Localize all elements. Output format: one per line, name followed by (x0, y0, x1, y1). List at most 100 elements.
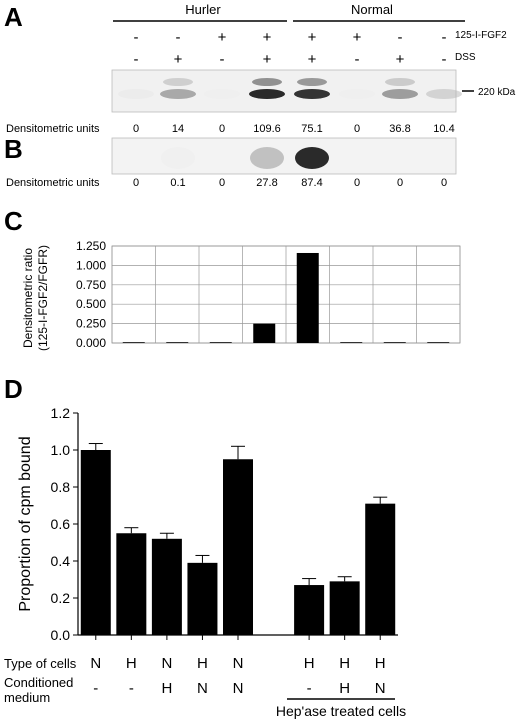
densitometric-value-a: 0 (133, 123, 139, 135)
chart-d-group-label: Hep'ase treated cells (276, 703, 406, 719)
chart-d-ytick: 1.0 (51, 442, 71, 458)
chart-c-ytick: 0.750 (76, 278, 106, 292)
densitometric-label-b: Densitometric units (6, 177, 100, 189)
densitometric-value-a: 10.4 (433, 123, 454, 135)
chart-d: 0.00.20.40.60.81.01.2N-H-NHHNNNH-HHHNPro… (4, 405, 406, 719)
chart-d-medium: H (161, 680, 172, 697)
blot-a-band (382, 89, 418, 99)
chart-d-cell-type: H (304, 655, 315, 672)
chart-c-bar (296, 252, 319, 343)
densitometric-value-a: 109.6 (253, 123, 281, 135)
chart-d-row2-label-line2: medium (4, 690, 50, 705)
blot-a-band (339, 89, 375, 99)
dss-treatment-row: - + - + + - + - (134, 51, 447, 68)
chart-d-bar (223, 459, 253, 635)
blot-a-band (118, 89, 154, 99)
chart-d-bar (151, 538, 182, 635)
fgf2-sign: + (263, 29, 272, 46)
chart-c-ytick: 1.000 (76, 258, 106, 272)
densitometric-value-a: 14 (172, 123, 184, 135)
blot-a-band (294, 89, 330, 99)
blot-a-band-smear (297, 78, 327, 86)
chart-d-medium: - (93, 680, 98, 697)
densitometric-value-b: 27.8 (256, 177, 277, 189)
chart-c-bar (427, 342, 450, 343)
fgf2-row-label: 125-I-FGF2 (455, 30, 507, 41)
marker-label-220kda: 220 kDa (478, 87, 516, 98)
densitometric-label-a: Densitometric units (6, 123, 100, 135)
chart-c-bar (383, 342, 406, 343)
blot-b-band (295, 147, 329, 169)
densitometric-value-a: 75.1 (301, 123, 322, 135)
chart-d-bar (294, 585, 325, 635)
dss-sign: + (263, 51, 272, 68)
densitometric-value-b: 0 (133, 177, 139, 189)
chart-d-cell-type: N (90, 655, 101, 672)
chart-d-cell-type: H (375, 655, 386, 672)
dss-sign: + (308, 51, 317, 68)
chart-d-row2-label-line1: Conditioned (4, 675, 73, 690)
fgf2-sign: + (218, 29, 227, 46)
dss-sign: - (220, 51, 225, 68)
densitometric-value-b: 87.4 (301, 177, 322, 189)
fgf2-sign: - (134, 29, 139, 46)
chart-c-ytick: 0.250 (76, 317, 106, 331)
chart-d-ytick: 0.4 (51, 553, 71, 569)
panel-d-letter: D (4, 374, 23, 404)
densitometric-values-a: 0 14 0 109.6 75.1 0 36.8 10.4 (133, 123, 455, 135)
fgf2-sign: + (308, 29, 317, 46)
dss-sign: - (442, 51, 447, 68)
fgf2-sign: + (353, 29, 362, 46)
blot-a-band (249, 89, 285, 99)
chart-d-medium: - (129, 680, 134, 697)
blot-a-band (160, 89, 196, 99)
chart-c-bar (122, 342, 145, 343)
chart-d-bar (116, 533, 147, 635)
dss-sign: + (396, 51, 405, 68)
chart-d-medium: N (233, 680, 244, 697)
densitometric-value-a: 36.8 (389, 123, 410, 135)
blot-b-membrane (111, 137, 457, 175)
chart-d-cell-type: H (339, 655, 350, 672)
group-label-normal: Normal (351, 2, 393, 17)
blot-a-bands (118, 78, 462, 99)
panel-a-letter: A (4, 2, 23, 32)
blot-a-band-smear (252, 78, 282, 86)
chart-d-medium: N (375, 680, 386, 697)
chart-c: 0.000 0.250 0.500 0.750 1.000 1.250 Densitomet… (21, 239, 461, 351)
chart-d-medium: H (339, 680, 350, 697)
dss-sign: - (134, 51, 139, 68)
chart-d-medium: - (307, 680, 312, 697)
blot-b-band (161, 147, 195, 169)
chart-d-cell-type: H (197, 655, 208, 672)
chart-d-ylabel: Proportion of cpm bound (17, 436, 34, 611)
fgf2-sign: - (442, 29, 447, 46)
chart-d-cell-type: H (126, 655, 137, 672)
densitometric-value-b: 0 (219, 177, 225, 189)
chart-d-ytick: 1.2 (51, 405, 71, 421)
chart-d-bar (365, 503, 396, 635)
dss-sign: - (355, 51, 360, 68)
fgf2-sign: - (398, 29, 403, 46)
chart-c-bar (209, 342, 232, 343)
blot-a-band (426, 89, 462, 99)
panel-c-letter: C (4, 206, 23, 236)
blot-a-band-smear (163, 78, 193, 86)
chart-c-bar (340, 342, 363, 343)
chart-d-row1-label: Type of cells (4, 656, 77, 671)
chart-d-ytick: 0.2 (51, 590, 71, 606)
densitometric-value-b: 0 (354, 177, 360, 189)
chart-d-ytick: 0.6 (51, 516, 71, 532)
chart-c-bar (253, 323, 276, 343)
dss-row-label: DSS (455, 52, 476, 63)
chart-d-ytick: 0.0 (51, 627, 71, 643)
densitometric-value-b: 0.1 (170, 177, 185, 189)
densitometric-value-a: 0 (354, 123, 360, 135)
densitometric-value-a: 0 (219, 123, 225, 135)
densitometric-value-b: 0 (397, 177, 403, 189)
chart-d-bar (80, 450, 111, 635)
panel-b-letter: B (4, 134, 23, 164)
blot-a-band-smear (385, 78, 415, 86)
densitometric-value-b: 0 (441, 177, 447, 189)
